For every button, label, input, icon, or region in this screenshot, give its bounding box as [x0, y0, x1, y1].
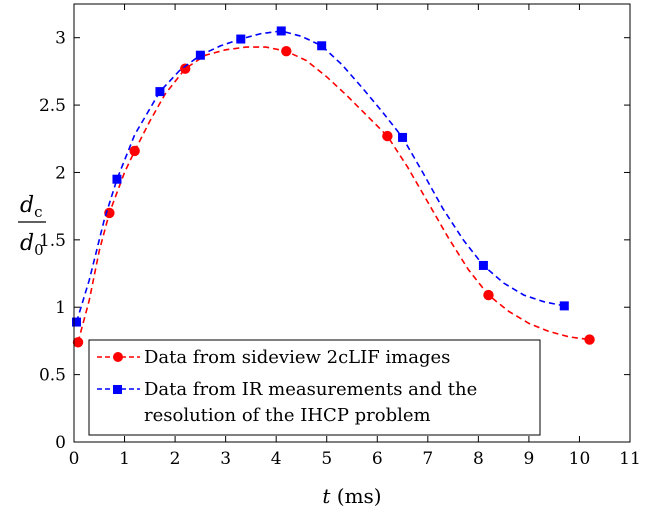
y-axis-title: dc d0	[18, 193, 46, 259]
y-tick-label: 0.5	[39, 366, 66, 386]
series-0	[72, 45, 595, 348]
data-point	[195, 50, 205, 60]
data-point	[382, 130, 393, 142]
series-line-0	[77, 46, 590, 343]
data-point	[129, 145, 140, 157]
x-tick-label: 10	[569, 449, 591, 469]
data-point	[398, 132, 408, 142]
data-point	[276, 26, 286, 36]
y-tick-label: 2	[55, 163, 66, 183]
data-point	[180, 63, 191, 74]
series-line-1	[75, 30, 565, 323]
data-point	[483, 289, 494, 301]
x-tick-label: 8	[473, 449, 484, 469]
legend-box	[88, 339, 541, 436]
x-tick-label: 3	[220, 449, 231, 469]
data-point	[584, 334, 595, 345]
data-point	[236, 34, 246, 44]
x-tick-label: 5	[321, 449, 332, 469]
x-tick-label: 2	[170, 449, 181, 469]
legend-entry-ir: Data from IR measurements and the resolu…	[97, 379, 477, 426]
x-tick-label: 1	[119, 449, 130, 469]
legend-label-ir-line1: Data from IR measurements and the	[144, 379, 477, 400]
svg-text:d0: d0	[20, 231, 44, 259]
series-1	[72, 26, 569, 327]
x-tick-label: 6	[372, 449, 383, 469]
plot-frame	[73, 3, 631, 443]
data-point	[72, 317, 82, 327]
x-tick-label: 9	[523, 449, 534, 469]
data-point	[112, 174, 122, 184]
legend-label-ir-line2: resolution of the IHCP problem	[144, 405, 431, 426]
svg-text:dc: dc	[20, 193, 43, 221]
x-axis-title: t (ms)	[322, 484, 381, 508]
y-tick-label: 0	[55, 433, 66, 453]
x-tick-label: 7	[422, 449, 433, 469]
x-tick-label: 4	[271, 449, 282, 469]
data-point	[478, 260, 488, 270]
data-point	[155, 87, 165, 97]
y-tick-label: 3	[55, 29, 66, 49]
data-point	[317, 41, 327, 51]
data-point	[281, 45, 292, 57]
y-tick-label: 2.5	[39, 96, 66, 116]
x-tick-label: 0	[69, 449, 80, 469]
y-tick-label: 1	[55, 298, 66, 318]
legend: Data from sideview 2cLIF images Data fro…	[88, 339, 541, 436]
data-point	[72, 337, 84, 348]
x-tick-label: 11	[619, 449, 641, 469]
legend-entry-sideview: Data from sideview 2cLIF images	[97, 347, 450, 368]
legend-label-sideview: Data from sideview 2cLIF images	[144, 347, 450, 368]
y-tick-label: 1.5	[39, 231, 66, 251]
data-point	[559, 301, 569, 311]
